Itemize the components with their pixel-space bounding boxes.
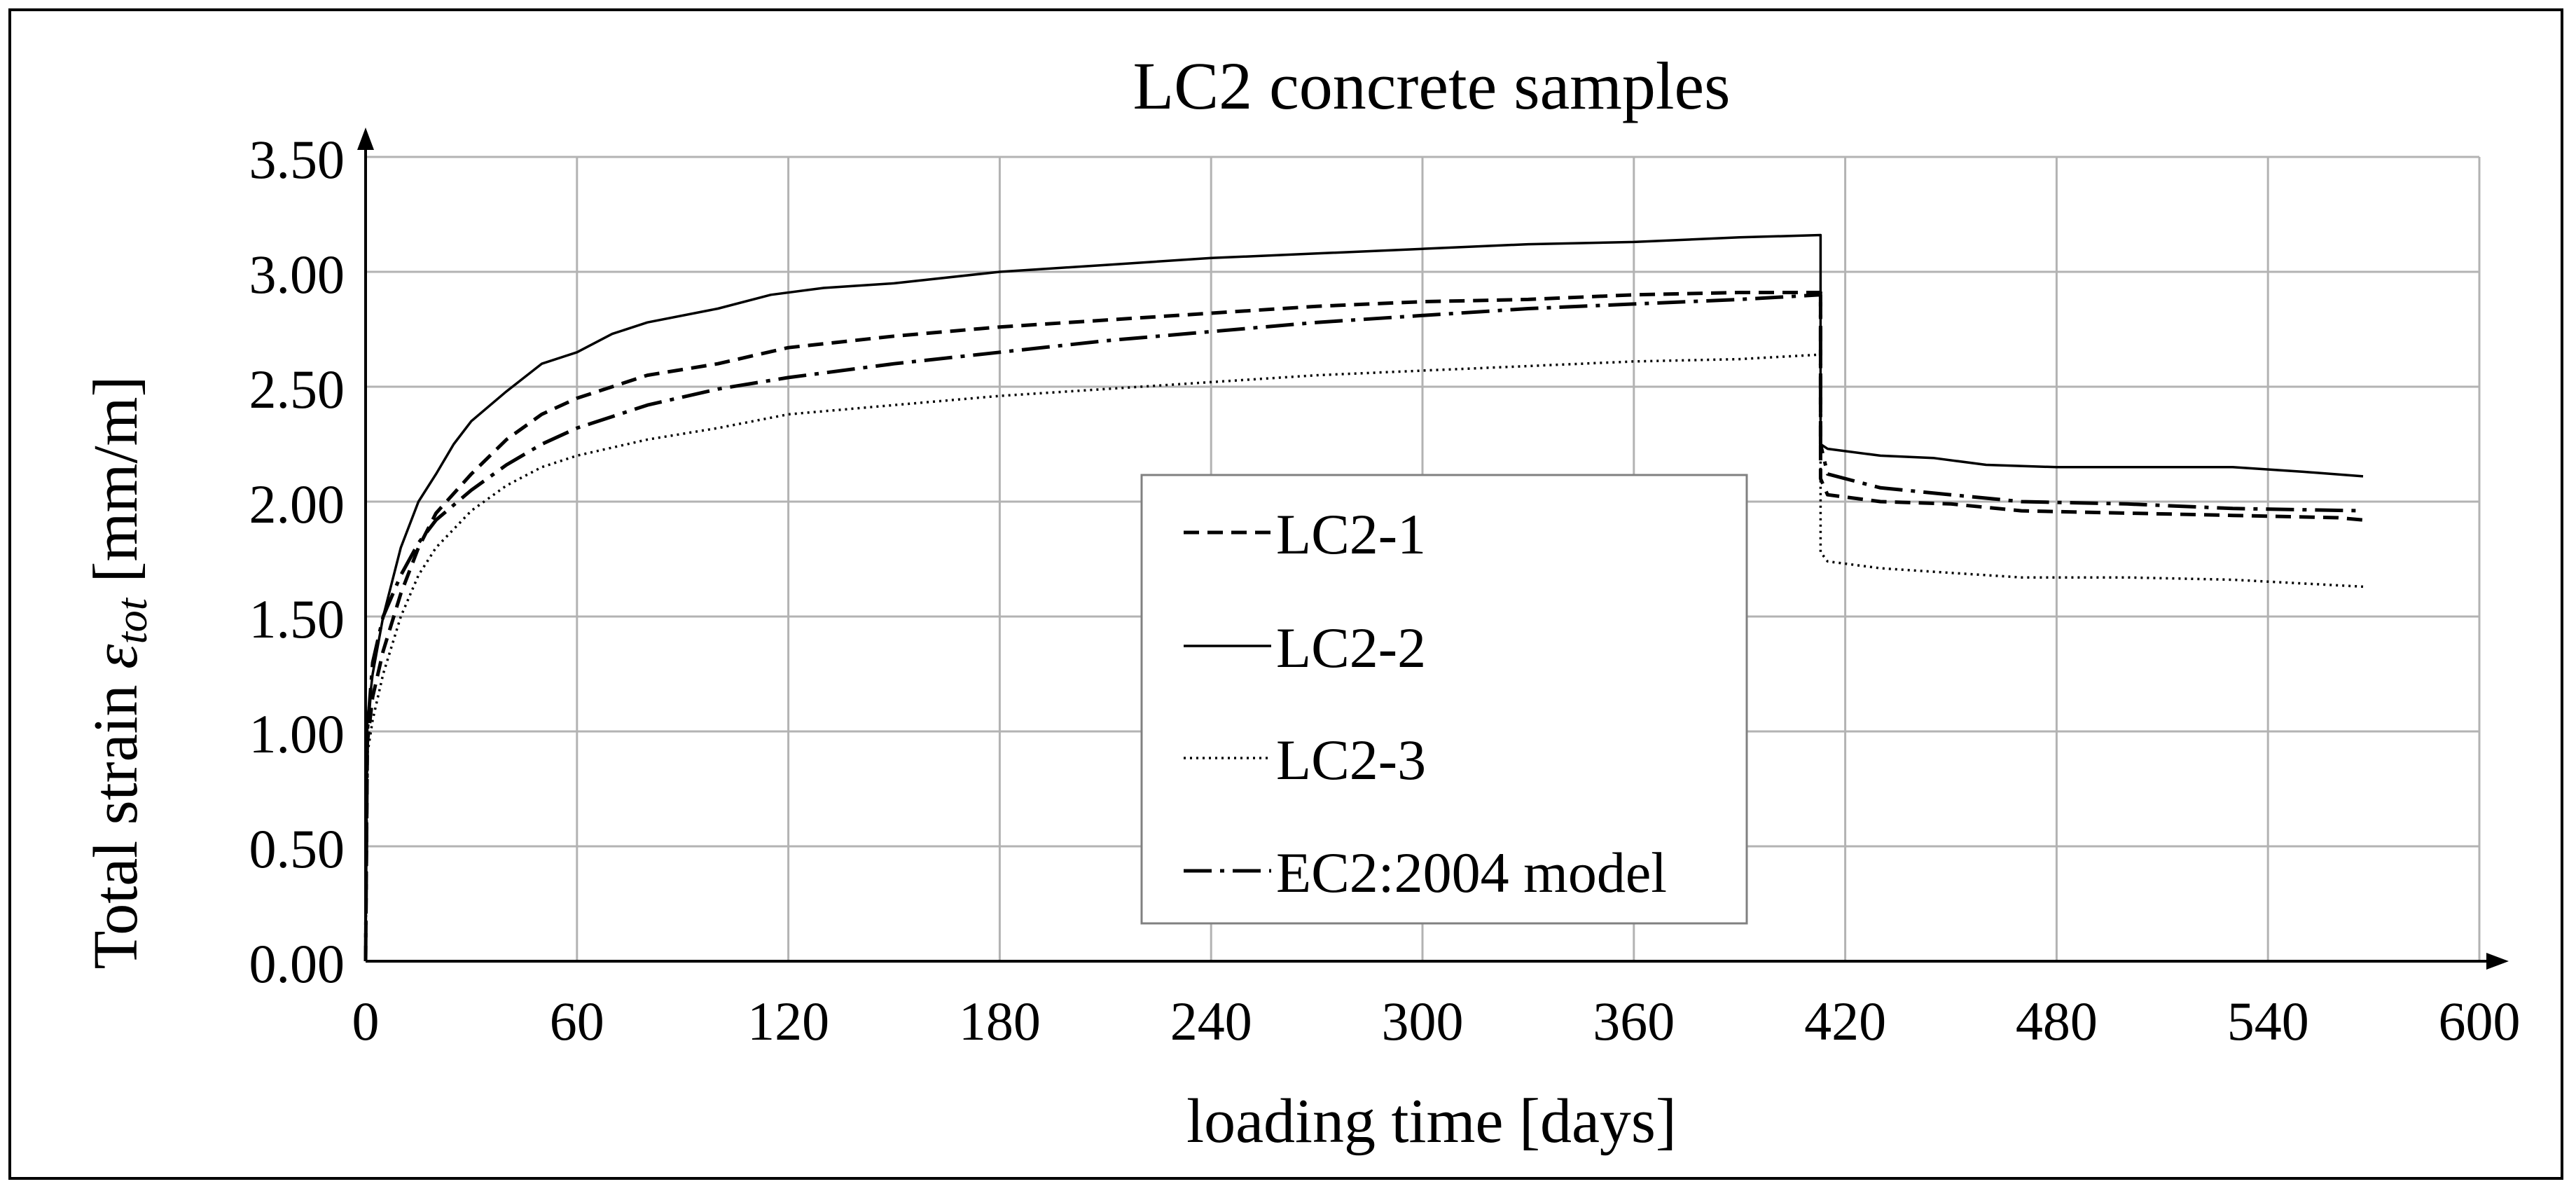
y-axis-label: Total strain εtot [mm/m] <box>81 376 156 970</box>
legend-label-lc2-2: LC2-2 <box>1276 616 1426 680</box>
x-axis-arrow <box>2486 953 2509 970</box>
x-tick-label: 180 <box>959 991 1041 1052</box>
y-axis-label-subscript: tot <box>109 597 156 644</box>
chart-title: LC2 concrete samples <box>1133 48 1730 123</box>
legend: LC2-1 LC2-2 LC2-3 EC2:2004 model <box>1140 474 1748 925</box>
series-lines <box>363 233 2364 962</box>
legend-box <box>1140 474 1748 925</box>
legend-label-ec2-model: EC2:2004 model <box>1276 841 1667 904</box>
y-tick-label: 1.50 <box>249 588 345 649</box>
y-tick-label: 1.00 <box>249 703 345 764</box>
x-axis-label: loading time [days] <box>1186 1087 1677 1156</box>
x-tick-label: 120 <box>747 991 829 1052</box>
y-tick-labels: 0.00 0.50 1.00 1.50 2.00 2.50 3.00 3.50 <box>249 129 345 994</box>
x-tick-label: 600 <box>2439 991 2521 1052</box>
legend-label-lc2-3: LC2-3 <box>1276 728 1426 792</box>
x-tick-label: 480 <box>2016 991 2098 1052</box>
x-tick-label: 360 <box>1593 991 1675 1052</box>
x-tick-label: 240 <box>1170 991 1252 1052</box>
legend-entry-lc2-3: LC2-3 <box>1184 728 1426 792</box>
legend-entry-lc2-2: LC2-2 <box>1184 616 1426 680</box>
y-tick-label: 0.00 <box>249 933 345 994</box>
y-tick-label: 3.00 <box>249 244 345 305</box>
legend-entry-lc2-1: LC2-1 <box>1184 502 1426 566</box>
x-tick-label: 0 <box>352 991 380 1052</box>
x-tick-label: 300 <box>1382 991 1464 1052</box>
y-tick-label: 2.50 <box>249 359 345 420</box>
x-tick-labels: 0 60 120 180 240 300 360 420 480 540 600 <box>352 991 2521 1052</box>
y-axis-label-unit: [mm/m] <box>81 376 151 598</box>
y-tick-label: 3.50 <box>249 129 345 190</box>
x-tick-label: 60 <box>550 991 604 1052</box>
legend-entry-ec2-model: EC2:2004 model <box>1184 841 1667 904</box>
y-axis-label-symbol: ε <box>81 644 151 669</box>
y-tick-label: 0.50 <box>249 818 345 879</box>
y-axis-label-main: Total strain <box>81 669 151 970</box>
grid <box>366 156 2481 961</box>
series-line-lc2-2 <box>364 233 2364 962</box>
y-axis-arrow <box>357 128 374 150</box>
x-tick-label: 420 <box>1804 991 1886 1052</box>
series-line-ec2-2004-model <box>363 293 2364 962</box>
y-tick-label: 2.00 <box>249 474 345 535</box>
x-tick-label: 540 <box>2227 991 2309 1052</box>
series-line-lc2-3 <box>364 353 2364 962</box>
legend-label-lc2-1: LC2-1 <box>1276 502 1426 566</box>
